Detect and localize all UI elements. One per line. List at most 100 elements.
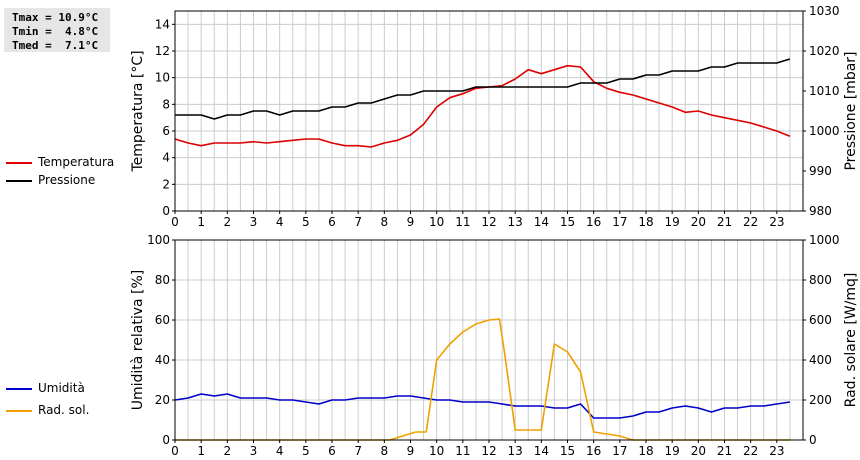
top-x-tick-label: 16 (586, 215, 601, 229)
stats-box: Tmax = 10.9°C Tmin = 4.8°C Tmed = 7.1°C (4, 8, 110, 52)
bottom-x-tick-label: 17 (612, 444, 627, 458)
bottom-x-tick-label: 5 (302, 444, 310, 458)
top-y-left-tick-label: 4 (162, 151, 170, 165)
top-x-tick-label: 4 (276, 215, 284, 229)
bottom-x-tick-label: 14 (534, 444, 549, 458)
top-x-tick-label: 2 (224, 215, 232, 229)
bottom-y-left-tick-label: 20 (155, 393, 170, 407)
top-x-tick-label: 10 (429, 215, 444, 229)
bottom-x-tick-label: 22 (743, 444, 758, 458)
bottom-x-tick-label: 16 (586, 444, 601, 458)
top-y-left-tick-label: 14 (155, 17, 170, 31)
top-x-tick-label: 6 (328, 215, 336, 229)
bottom-x-tick-label: 1 (197, 444, 205, 458)
bottom-x-tick-label: 10 (429, 444, 444, 458)
top-x-tick-label: 1 (197, 215, 205, 229)
legend-temperatura: Temperatura (6, 154, 114, 170)
bottom-x-tick-label: 6 (328, 444, 336, 458)
bottom-x-tick-label: 20 (691, 444, 706, 458)
top-x-tick-label: 9 (407, 215, 415, 229)
top-y-left-tick-label: 6 (162, 124, 170, 138)
bottom-x-tick-label: 21 (717, 444, 732, 458)
top-x-tick-label: 12 (481, 215, 496, 229)
top-y-right-tick-label: 1000 (809, 124, 840, 138)
bottom-y-left-tick-label: 80 (155, 273, 170, 287)
bottom-series-rad-sol (175, 318, 790, 441)
bottom-y-left-tick-label: 40 (155, 353, 170, 367)
bottom-x-tick-label: 11 (455, 444, 470, 458)
legend-label-umidita: Umidità (38, 381, 85, 395)
top-x-tick-label: 15 (560, 215, 575, 229)
top-x-tick-label: 7 (354, 215, 362, 229)
bottom-x-tick-label: 7 (354, 444, 362, 458)
bottom-y-right-tick-label: 0 (809, 433, 817, 447)
bottom-x-tick-label: 15 (560, 444, 575, 458)
bottom-x-tick-label: 12 (481, 444, 496, 458)
top-x-tick-label: 14 (534, 215, 549, 229)
top-x-tick-label: 21 (717, 215, 732, 229)
bottom-x-tick-label: 13 (508, 444, 523, 458)
top-y-left-title: Temperatura [°C] (130, 50, 146, 172)
bottom-x-tick-label: 19 (665, 444, 680, 458)
top-y-right-tick-label: 1020 (809, 44, 840, 58)
top-x-tick-label: 19 (665, 215, 680, 229)
legend-swatch-umidita (6, 387, 32, 390)
bottom-x-tick-label: 2 (224, 444, 232, 458)
bottom-y-right-tick-label: 800 (809, 273, 832, 287)
temperature-pressure-chart: 0 1 2 3 4 5 6 7 8 9 10 11 12 13 14 15 16 17 18 19 20 21 22 2302… (130, 4, 859, 229)
legend-swatch-pressione (6, 179, 32, 182)
tmax-text: Tmax = 10.9°C (12, 11, 99, 24)
legend-swatch-rad-sol (6, 409, 32, 412)
humidity-radiation-chart: 0 1 2 3 4 5 6 7 8 9 10 11 12 13 14 15 16 17 18 19 20 21 22 2302… (130, 233, 859, 458)
top-y-left-tick-label: 2 (162, 177, 170, 191)
bottom-x-tick-label: 9 (407, 444, 415, 458)
bottom-y-right-tick-label: 200 (809, 393, 832, 407)
bottom-y-right-title: Rad. solare [W/mq] (843, 273, 859, 408)
top-x-tick-label: 17 (612, 215, 627, 229)
top-y-right-title: Pressione [mbar] (843, 51, 859, 170)
tmed-text: Tmed = 7.1°C (12, 39, 99, 52)
bottom-x-tick-label: 0 (171, 444, 179, 458)
top-series-pressione (175, 58, 791, 120)
legend-rad-sol: Rad. sol. (6, 402, 89, 418)
top-y-left-tick-label: 10 (155, 71, 170, 85)
bottom-y-left-tick-label: 100 (147, 233, 170, 247)
legend-pressione: Pressione (6, 172, 95, 188)
top-x-tick-label: 23 (769, 215, 784, 229)
top-y-right-tick-label: 990 (809, 164, 832, 178)
tmin-text: Tmin = 4.8°C (12, 25, 99, 38)
top-x-tick-label: 5 (302, 215, 310, 229)
bottom-y-left-tick-label: 0 (162, 433, 170, 447)
top-y-right-tick-label: 1010 (809, 84, 840, 98)
legend-label-rad-sol: Rad. sol. (38, 403, 90, 417)
top-x-tick-label: 13 (508, 215, 523, 229)
top-y-right-tick-label: 1030 (809, 4, 840, 18)
bottom-x-tick-label: 18 (638, 444, 653, 458)
bottom-x-tick-label: 4 (276, 444, 284, 458)
bottom-y-right-tick-label: 400 (809, 353, 832, 367)
top-x-tick-label: 8 (381, 215, 389, 229)
legend-label-pressione: Pressione (38, 173, 96, 187)
bottom-y-left-tick-label: 60 (155, 313, 170, 327)
top-x-tick-label: 11 (455, 215, 470, 229)
top-x-tick-label: 0 (171, 215, 179, 229)
bottom-y-right-tick-label: 600 (809, 313, 832, 327)
bottom-x-tick-label: 23 (769, 444, 784, 458)
top-x-tick-label: 18 (638, 215, 653, 229)
top-x-tick-label: 20 (691, 215, 706, 229)
bottom-y-left-title: Umidità relativa [%] (130, 270, 146, 411)
top-x-tick-label: 3 (250, 215, 258, 229)
bottom-x-tick-label: 3 (250, 444, 258, 458)
legend-label-temperatura: Temperatura (38, 155, 115, 169)
top-x-tick-label: 22 (743, 215, 758, 229)
bottom-series-umidita (174, 393, 791, 419)
bottom-x-tick-label: 8 (381, 444, 389, 458)
legend-umidita: Umidità (6, 380, 85, 396)
top-y-left-tick-label: 0 (162, 204, 170, 218)
bottom-y-right-tick-label: 1000 (809, 233, 840, 247)
top-y-right-tick-label: 980 (809, 204, 832, 218)
top-y-left-tick-label: 8 (162, 97, 170, 111)
top-y-left-tick-label: 12 (155, 44, 170, 58)
legend-swatch-temperatura (6, 161, 32, 164)
